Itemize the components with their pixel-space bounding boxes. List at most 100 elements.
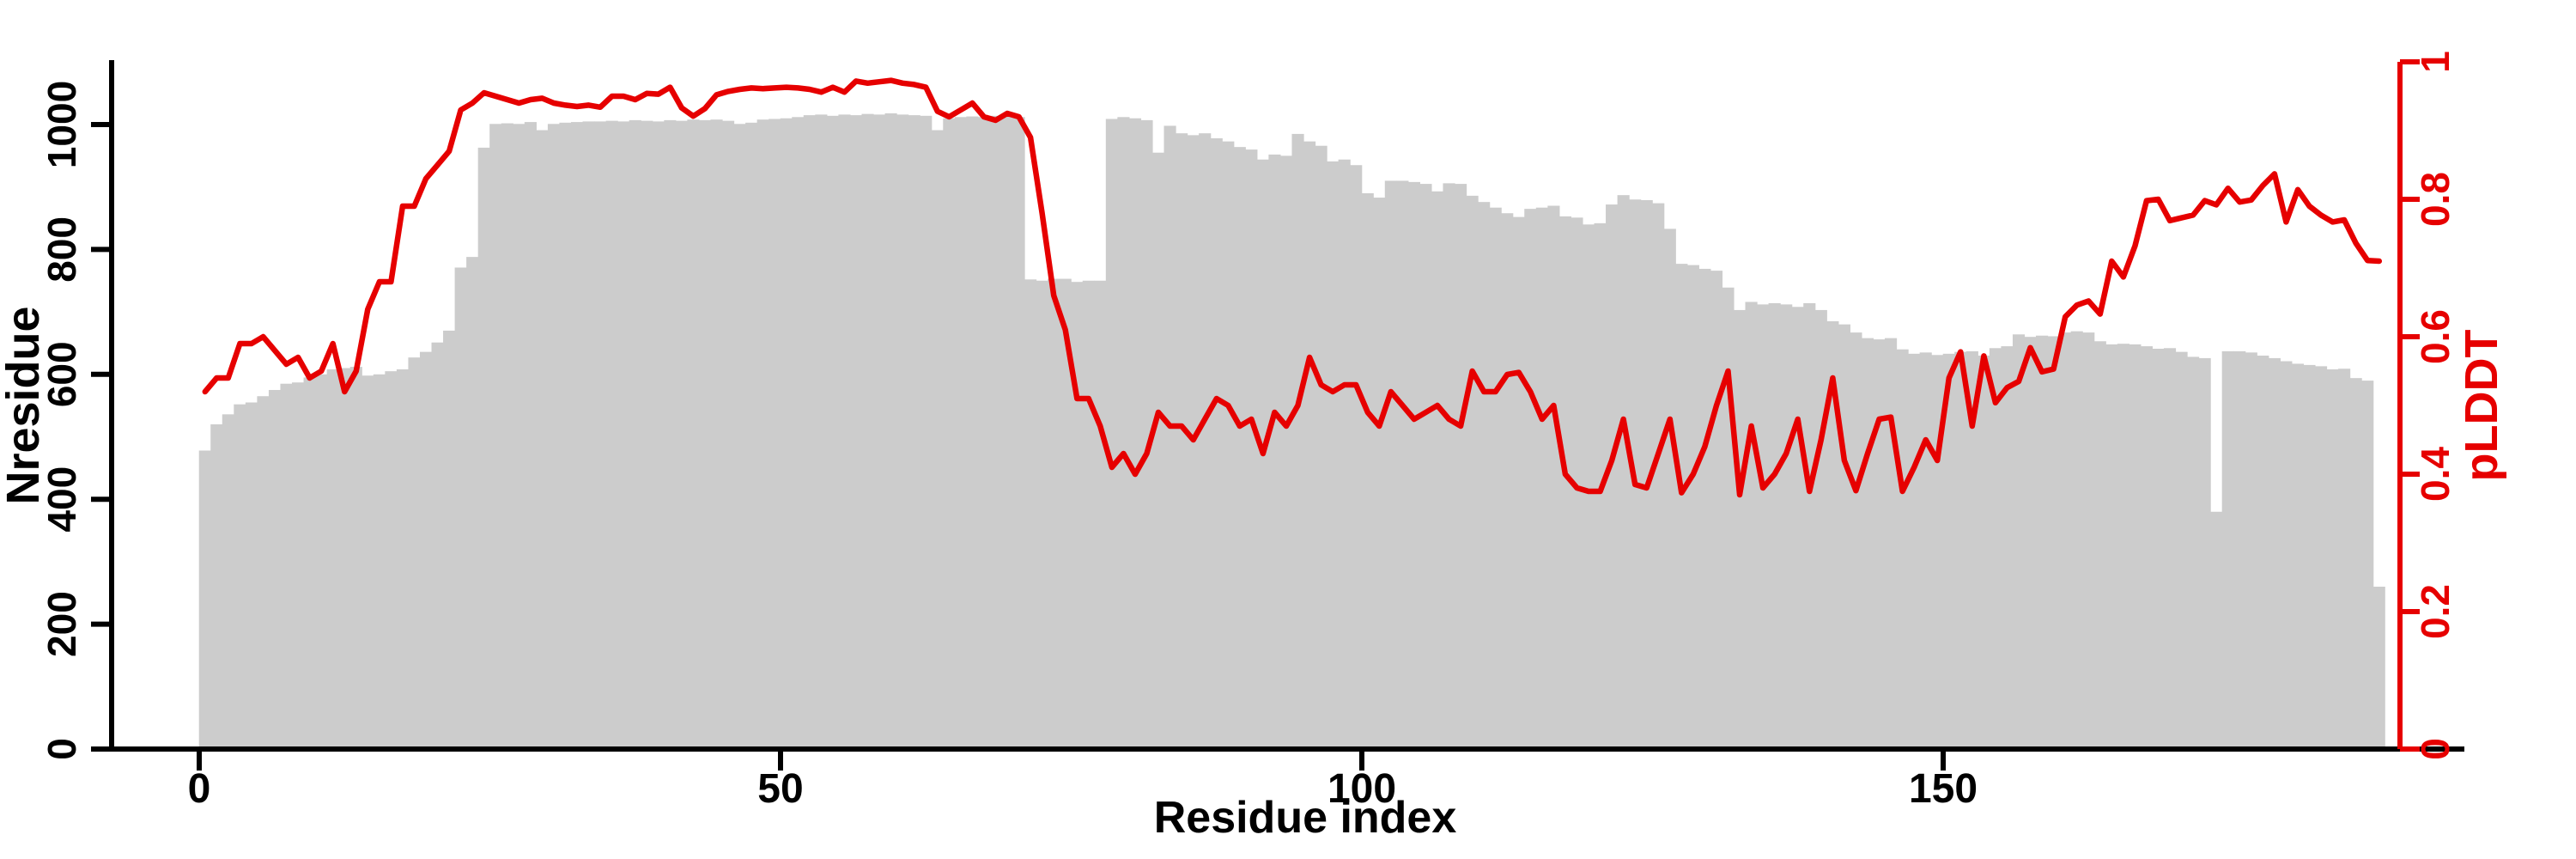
bar: [617, 121, 630, 749]
bar: [2093, 341, 2106, 749]
bar: [547, 124, 561, 749]
bar: [2163, 348, 2177, 749]
bar: [2036, 335, 2049, 749]
bar: [1059, 278, 1072, 749]
bar: [1803, 302, 1816, 749]
bar: [1466, 195, 1479, 749]
bar: [2105, 344, 2118, 749]
bar: [873, 114, 886, 749]
bar: [1327, 161, 1340, 749]
bar: [1524, 209, 1537, 749]
bar: [1396, 180, 1409, 749]
bar: [454, 267, 467, 750]
bar: [1826, 321, 1839, 749]
bar: [1419, 184, 1432, 749]
right-tick-label: 0.8: [2413, 172, 2458, 227]
bar: [896, 114, 909, 749]
bar: [2024, 337, 2037, 749]
bar: [315, 374, 328, 749]
bar: [1163, 125, 1176, 749]
bar: [361, 375, 374, 749]
bar: [419, 351, 433, 749]
bar: [536, 130, 549, 750]
bar: [1000, 116, 1014, 750]
left-tick-label: 800: [39, 216, 84, 283]
bar: [2303, 364, 2316, 749]
bar: [1791, 307, 1804, 749]
bar: [2012, 334, 2026, 749]
bar: [1210, 137, 1223, 750]
bar: [1686, 265, 1699, 750]
bar: [2059, 332, 2072, 749]
bar: [222, 414, 234, 749]
bar: [1698, 268, 1711, 749]
x-axis-title: Residue index: [1153, 793, 1457, 843]
bar: [605, 120, 618, 749]
bar: [1128, 118, 1142, 750]
bar: [1978, 355, 1990, 749]
bar: [1094, 280, 1107, 749]
bar: [1558, 216, 1572, 749]
bar: [1048, 278, 1060, 749]
bar: [1105, 119, 1118, 749]
bar: [466, 257, 479, 749]
bar: [1384, 180, 1397, 749]
right-tick-label: 1: [2413, 51, 2458, 73]
bar: [1535, 207, 1548, 749]
bar: [652, 121, 665, 749]
bar: [1745, 302, 1758, 750]
left-tick-label: 0: [39, 738, 84, 760]
bar: [943, 118, 956, 750]
bar: [2140, 346, 2154, 749]
bar: [1722, 287, 1735, 749]
x-tick-label: 50: [757, 766, 803, 812]
bar: [2187, 356, 2200, 749]
bar: [2245, 352, 2257, 749]
bar: [1733, 309, 1747, 749]
bar: [245, 402, 258, 749]
bar: [1245, 149, 1258, 749]
bar: [1954, 351, 1967, 749]
bar: [443, 330, 456, 749]
bar: [861, 113, 874, 749]
bar: [326, 369, 339, 749]
bar: [641, 120, 653, 749]
right-axis-title: pLDDT: [2456, 329, 2507, 482]
bar: [489, 124, 502, 749]
bar: [756, 119, 769, 749]
bar: [2070, 331, 2083, 749]
bar: [1908, 353, 1921, 749]
bar: [2268, 357, 2281, 749]
bar: [989, 115, 1002, 749]
bar: [792, 117, 805, 749]
bar: [2257, 355, 2269, 749]
bar: [722, 120, 735, 749]
bar: [210, 423, 223, 749]
left-tick-label: 1000: [39, 81, 84, 168]
bar: [1989, 348, 2002, 749]
left-tick-label: 200: [39, 591, 84, 657]
bar: [2361, 381, 2374, 749]
bar: [431, 342, 444, 749]
bar: [582, 121, 595, 749]
bar: [1233, 147, 1246, 750]
right-tick-label: 0.2: [2413, 584, 2458, 639]
bar: [1885, 338, 1898, 749]
bar: [1478, 202, 1491, 749]
plddt-line: [202, 77, 2383, 498]
bar: [408, 357, 421, 749]
bar: [2338, 369, 2351, 749]
right-tick-label: 0.4: [2413, 447, 2458, 502]
bar: [966, 116, 979, 750]
bar: [2152, 348, 2165, 749]
bar: [2280, 361, 2293, 749]
bar: [1919, 352, 1932, 749]
bar: [501, 123, 513, 750]
bar: [1361, 192, 1374, 750]
bar: [2314, 366, 2328, 749]
bar: [908, 115, 920, 750]
bar: [710, 119, 723, 749]
bar: [1373, 198, 1386, 749]
bar: [2001, 346, 2014, 749]
